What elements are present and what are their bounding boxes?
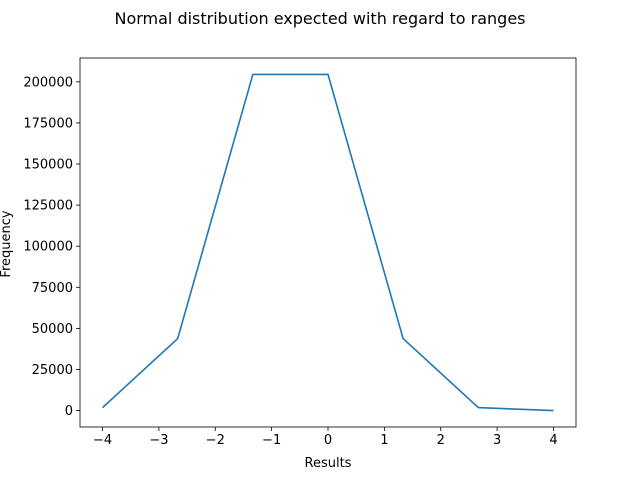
x-tick-label: 1 — [380, 433, 388, 448]
chart-title: Normal distribution expected with regard… — [114, 9, 525, 28]
x-tick-label: −3 — [149, 433, 168, 448]
y-tick-label: 75000 — [32, 281, 73, 296]
x-tick-label: 2 — [437, 433, 445, 448]
y-tick-label: 175000 — [23, 116, 73, 131]
y-tick-label: 25000 — [32, 363, 73, 378]
y-tick-label: 150000 — [23, 158, 73, 173]
plot-frame — [79, 57, 577, 428]
x-axis-label: Results — [305, 456, 352, 471]
y-tick-label: 200000 — [23, 75, 73, 90]
x-tick-label: 4 — [549, 433, 557, 448]
series-line — [102, 73, 554, 412]
x-tick-label: −4 — [93, 433, 112, 448]
x-tick-label: 0 — [324, 433, 332, 448]
x-axis: −4 −3 −2 −1 0 1 2 3 4 — [93, 427, 558, 448]
plot-area — [103, 74, 554, 410]
y-axis: 0 25000 50000 75000 100000 125000 150000 175000… — [23, 75, 80, 419]
y-tick-label: 125000 — [23, 199, 73, 214]
x-tick-label: 3 — [493, 433, 501, 448]
y-tick-label: 0 — [65, 404, 73, 419]
y-tick-label: 100000 — [23, 240, 73, 255]
x-tick-label: −2 — [206, 433, 225, 448]
x-tick-label: −1 — [262, 433, 281, 448]
y-tick-label: 50000 — [32, 322, 73, 337]
y-axis-label: Frequency — [0, 210, 14, 277]
